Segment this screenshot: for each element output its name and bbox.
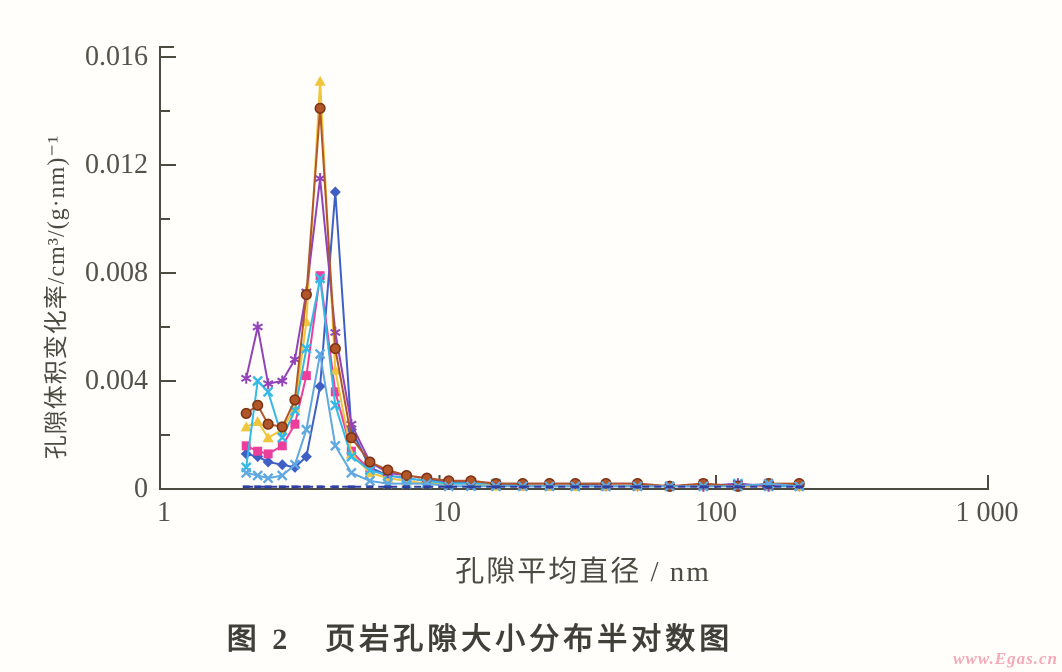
figure-caption: 图 2 页岩孔隙大小分布半对数图 (226, 623, 734, 656)
x-tick-label: 1 000 (955, 497, 1019, 528)
y-tick-label: 0 (134, 473, 148, 504)
series-6 (240, 102, 805, 492)
x-tick-label: 10 (433, 497, 461, 528)
series-3 (240, 75, 805, 491)
y-axis-title: 孔隙体积变化率/cm³/(g·nm)⁻¹ (44, 134, 70, 460)
watermark: www.Egas.cn (953, 649, 1058, 668)
y-tick-label: 0.008 (85, 257, 148, 288)
x-tick-label: 1 (157, 497, 171, 528)
x-axis-title: 孔隙平均直径 / nm (455, 556, 711, 588)
series-7 (240, 348, 805, 492)
series-8 (242, 485, 803, 489)
y-tick-label: 0.012 (85, 149, 148, 180)
y-tick-label: 0.016 (85, 41, 148, 72)
y-tick-label: 0.004 (85, 365, 148, 396)
x-tick-label: 100 (695, 497, 737, 528)
